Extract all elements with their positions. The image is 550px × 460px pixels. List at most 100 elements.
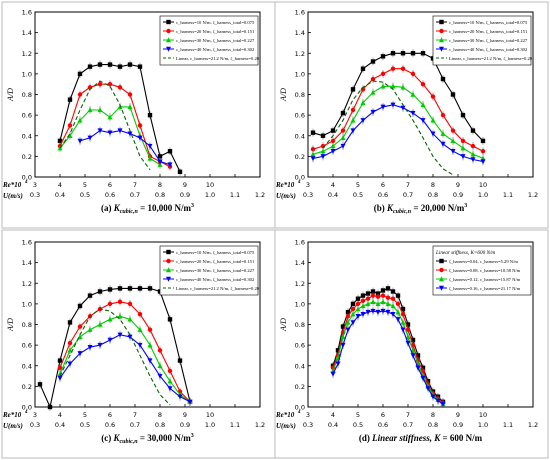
re-axis-label: Re*10 (275, 181, 295, 189)
series-3-point (480, 159, 486, 165)
series-0-point (350, 301, 356, 307)
series-1-point (480, 149, 486, 154)
series-3-point (370, 308, 376, 314)
series-0-point (330, 128, 336, 133)
subplot-caption: (a) Kcubic,n = 10,000 N/m3 (101, 203, 194, 215)
legend-label: Linear, c_harness=21.2 N/m, ζ_harness=0.… (176, 286, 260, 292)
series-2-line (59, 315, 191, 403)
re-tick-label: 10 (479, 181, 487, 189)
series-1-line (59, 301, 191, 403)
re-tick-label: 8 (158, 411, 162, 419)
series-3-point (167, 162, 173, 168)
series-0-point (107, 287, 113, 292)
re-tick-label: 6 (381, 411, 385, 419)
caption-value: 20,000 N/m (421, 203, 465, 213)
caption-letter: (d) (359, 433, 370, 443)
series-3-point (77, 138, 83, 144)
x-tick-label: 0.9 (180, 421, 190, 429)
re-tick-label: 7 (406, 181, 410, 189)
re-axis-exponent: 4 (24, 410, 28, 415)
re-tick-label: 4 (331, 411, 335, 419)
series-1-point (107, 301, 113, 307)
legend-label: c_harness=30 N/m, ζ_harness_total=0.227 (449, 38, 528, 44)
series-0-point (77, 303, 83, 309)
caption-equals: = (442, 433, 447, 443)
caption-letter: (b) (374, 203, 385, 213)
y-tick-label: 0.8 (22, 91, 32, 99)
series-2-point (440, 130, 446, 136)
legend-box (432, 245, 532, 296)
x-tick-label: 0.5 (353, 421, 363, 429)
series-1-point (340, 128, 346, 133)
legend-marker (439, 258, 444, 264)
series-3-point (147, 358, 153, 364)
series-1-point (117, 299, 123, 305)
series-2-point (400, 319, 406, 325)
series-3-point (360, 118, 366, 123)
series-2-point (147, 155, 153, 161)
y-axis-label: A/D (279, 88, 288, 102)
series-1-point (410, 71, 416, 77)
legend-label: c_harness=20 N/m, ζ_harness_total=0.151 (449, 29, 528, 35)
series-1-point (350, 107, 356, 113)
series-0-point (157, 154, 163, 159)
series-2-point (345, 319, 351, 325)
series-1-point (440, 112, 446, 118)
series-3-point (117, 332, 123, 338)
series-2-point (380, 299, 386, 305)
re-tick-label: 8 (431, 411, 435, 419)
re-tick-label: 9 (183, 411, 187, 419)
x-tick-label: 0.3 (30, 191, 40, 199)
series-3-point (310, 156, 316, 162)
series-3-point (157, 373, 163, 379)
series-0-point (67, 320, 73, 325)
series-0-point (380, 288, 386, 293)
series-1-point (330, 138, 336, 144)
legend-label: c_harness=30 N/m, ζ_harness_total=0.227 (176, 268, 255, 274)
series-3-point (330, 371, 336, 377)
series-2-point (97, 321, 103, 327)
series-2-point (410, 91, 416, 97)
series-1-point (470, 143, 476, 149)
y-tick-label: 1.6 (22, 239, 32, 247)
x-tick-label: 1.1 (230, 421, 240, 429)
subplot-frame (274, 229, 549, 459)
series-2-point (157, 363, 163, 368)
series-0-point (460, 112, 466, 118)
series-0-point (147, 112, 153, 118)
caption-value: 10,000 N/m (148, 203, 192, 213)
series-0-point (47, 404, 53, 410)
x-tick-label: 1.2 (528, 191, 538, 199)
series-0-point (127, 286, 133, 291)
x-tick-label: 0.5 (353, 191, 363, 199)
series-1-point (385, 295, 391, 300)
series-3-line (312, 104, 484, 163)
series-0-point (355, 296, 361, 301)
subplot-d: 0.0 0.2 0.4 0.6 0.8 1.0 1.2 1.4 1.6 0.3 0.4 0.5 0.6 0… (274, 229, 549, 459)
series-0-point (360, 293, 366, 298)
re-tick-label: 4 (331, 181, 335, 189)
series-2-point (57, 371, 63, 377)
caption-value: 600 N/m (450, 433, 483, 443)
series-2-point (97, 107, 103, 113)
series-0-point (335, 348, 341, 353)
series-3-point (350, 128, 356, 134)
series-2-point (375, 301, 381, 307)
re-tick-label: 7 (406, 411, 410, 419)
series-1-point (77, 324, 83, 329)
legend-marker (439, 46, 444, 52)
series-0-point (370, 59, 376, 64)
series-1-point (355, 301, 361, 307)
series-0-point (450, 92, 456, 97)
series-0-point (67, 97, 73, 102)
series-2-point (460, 145, 466, 151)
series-1-point (430, 94, 436, 99)
series-1-point (127, 301, 133, 307)
x-tick-label: 0.8 (428, 421, 438, 429)
series-1-point (147, 327, 153, 332)
x-tick-label: 0.4 (55, 421, 65, 429)
legend-label: ζ_harness=0.12, c_harness=15.87 N/m (449, 277, 521, 283)
series-1-point (345, 314, 351, 319)
series-1-point (460, 138, 466, 144)
